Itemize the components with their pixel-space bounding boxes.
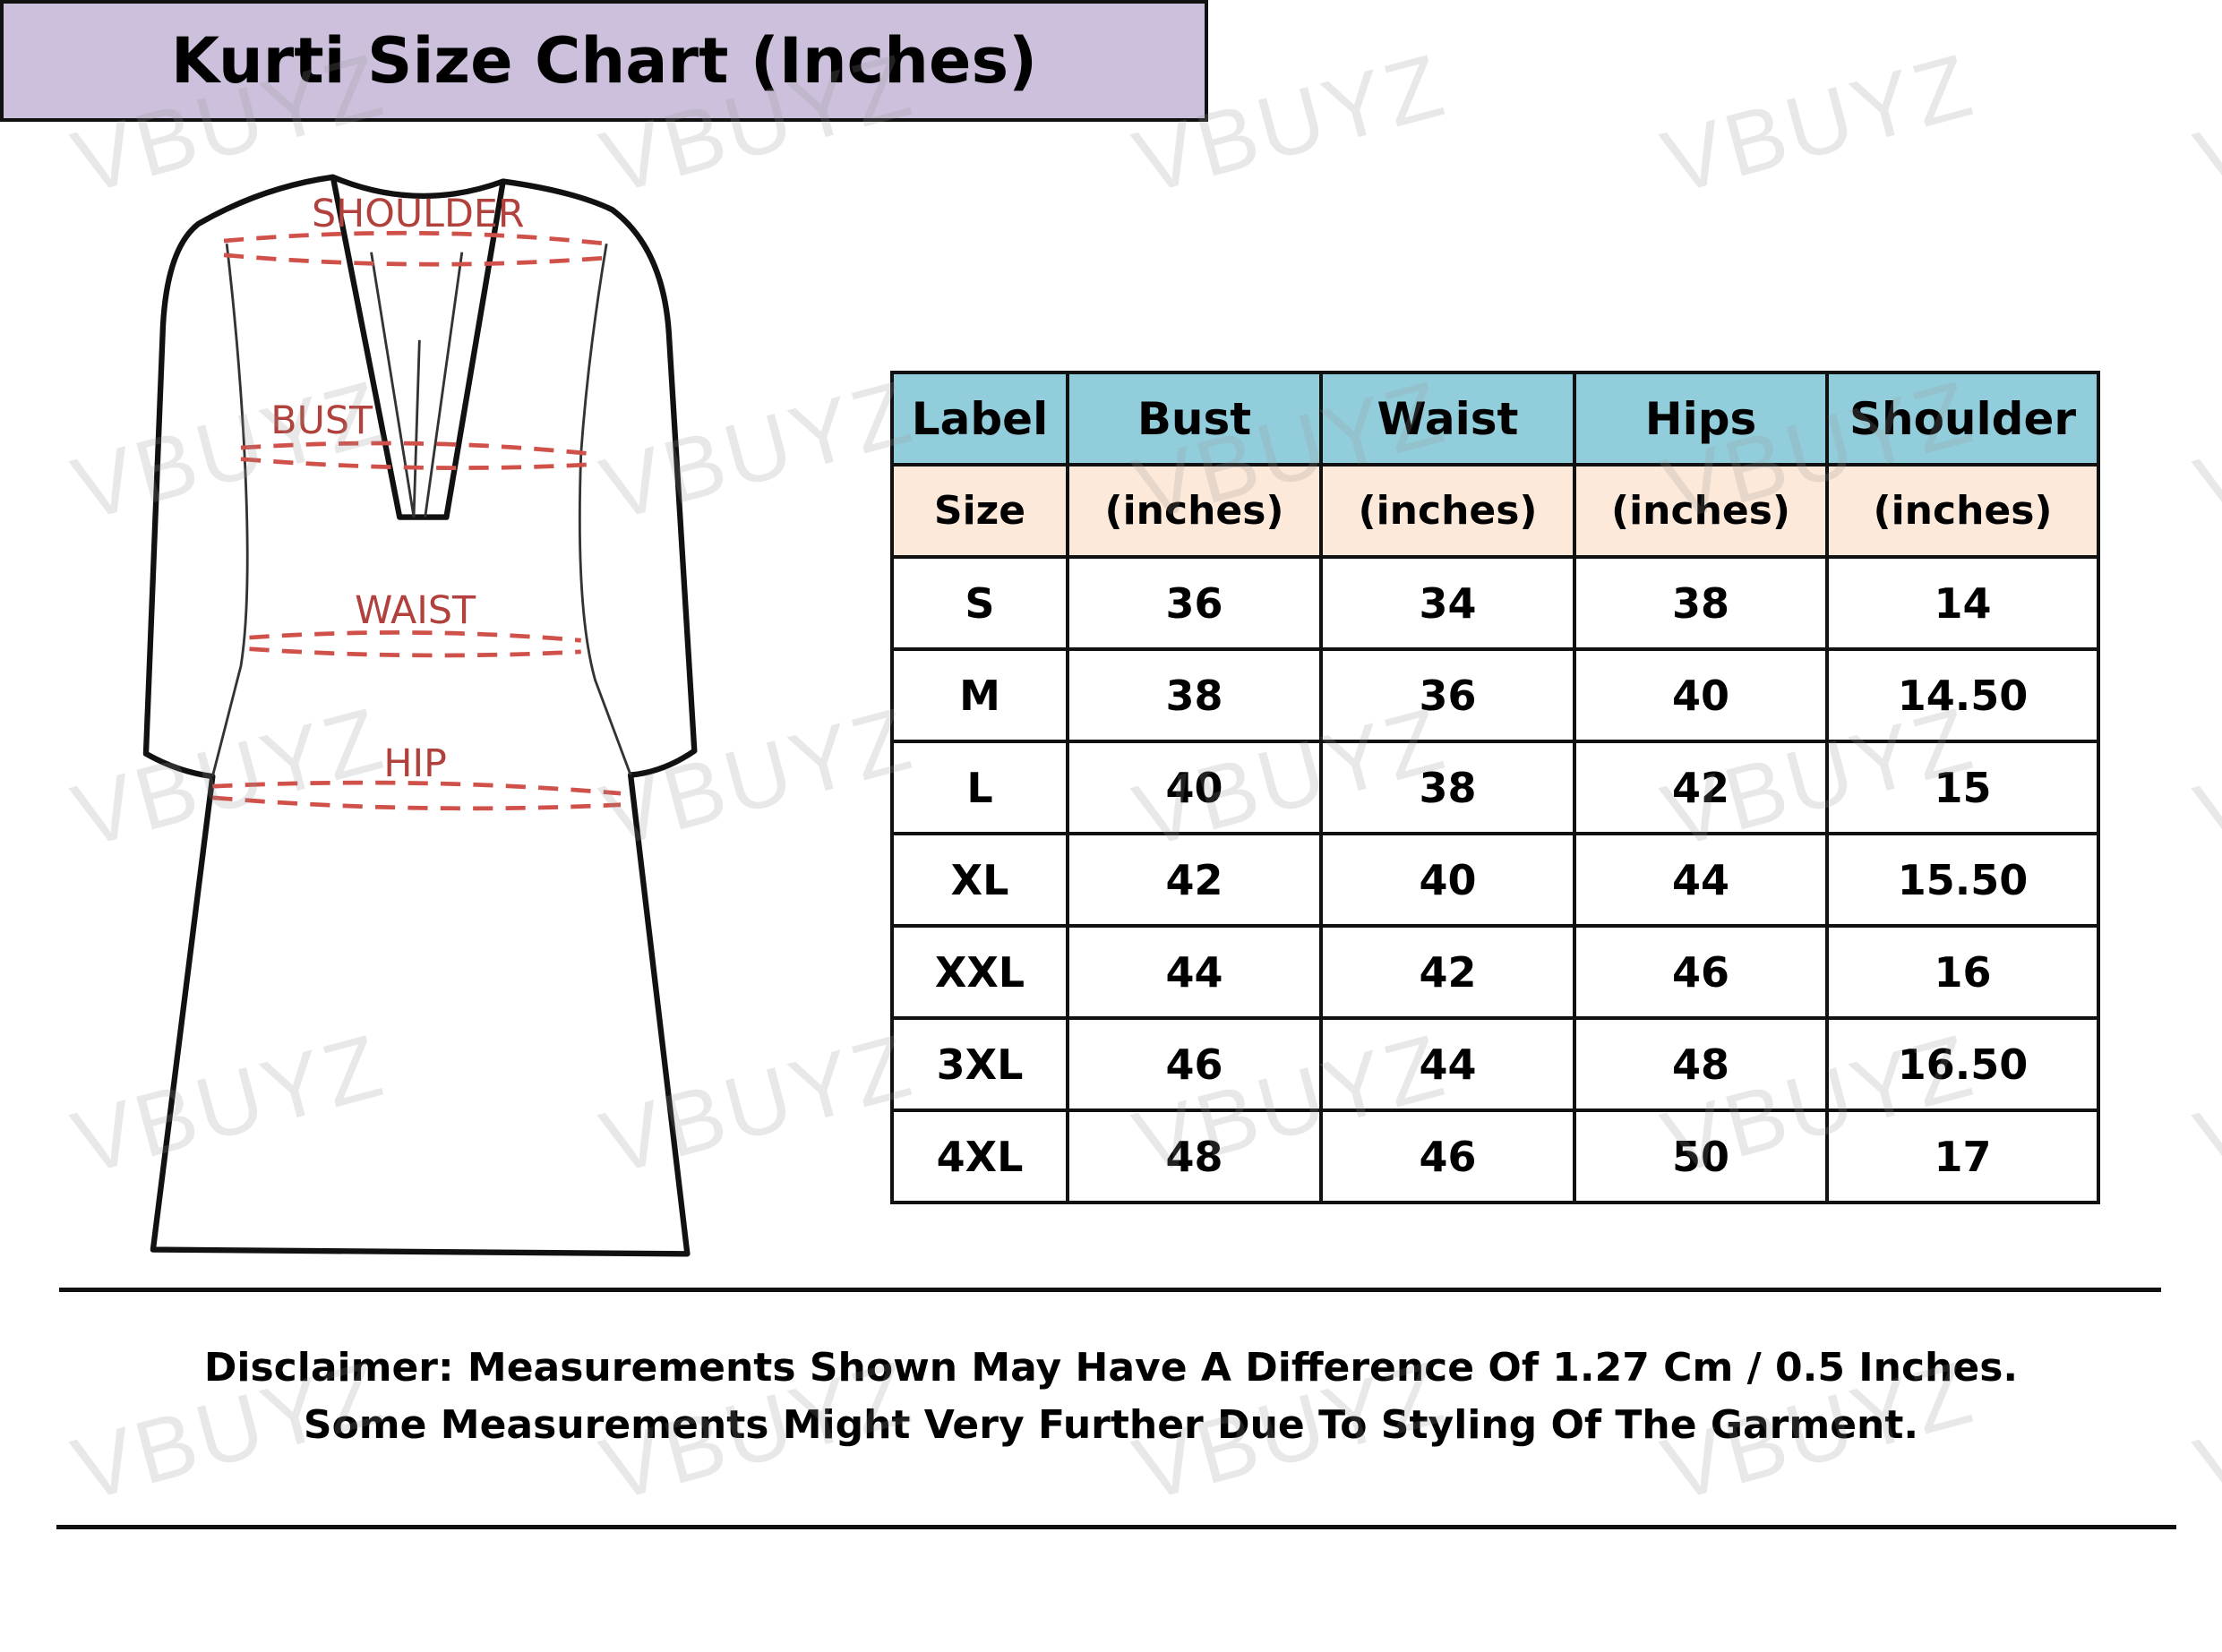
divider-bottom bbox=[56, 1525, 2176, 1529]
table-row: 4XL 48 46 50 17 bbox=[890, 1108, 2100, 1204]
table-header-row: Label Bust Waist Hips Shoulder bbox=[890, 371, 2100, 466]
table-cell: 46 bbox=[1573, 924, 1829, 1020]
table-cell: 44 bbox=[1066, 924, 1323, 1020]
column-header: Hips bbox=[1573, 371, 1829, 466]
column-unit: Size bbox=[890, 463, 1069, 559]
table-cell: 44 bbox=[1573, 832, 1829, 928]
column-unit: (inches) bbox=[1319, 463, 1576, 559]
table-cell: 36 bbox=[1066, 555, 1323, 651]
table-cell: 3XL bbox=[890, 1016, 1069, 1112]
column-unit: (inches) bbox=[1825, 463, 2100, 559]
table-cell: XXL bbox=[890, 924, 1069, 1020]
table-cell: 38 bbox=[1319, 740, 1576, 835]
table-cell: 14 bbox=[1825, 555, 2100, 651]
placket bbox=[330, 176, 506, 520]
table-row: L 40 38 42 15 bbox=[890, 740, 2100, 835]
table-cell: 48 bbox=[1573, 1016, 1829, 1112]
table-cell: 38 bbox=[1573, 555, 1829, 651]
table-cell: XL bbox=[890, 832, 1069, 928]
column-header: Waist bbox=[1319, 371, 1576, 466]
table-cell: 14.50 bbox=[1825, 647, 2100, 743]
table-cell: 4XL bbox=[890, 1108, 1069, 1204]
disclaimer-line-2: Some Measurements Might Very Further Due… bbox=[303, 1402, 1919, 1448]
table-cell: 42 bbox=[1319, 924, 1576, 1020]
divider-top bbox=[59, 1288, 2161, 1292]
table-row: 3XL 46 44 48 16.50 bbox=[890, 1016, 2100, 1112]
table-row: XL 42 40 44 15.50 bbox=[890, 832, 2100, 928]
table-cell: 48 bbox=[1066, 1108, 1323, 1204]
table-cell: 42 bbox=[1066, 832, 1323, 928]
waist-label: WAIST bbox=[355, 588, 476, 633]
table-cell: L bbox=[890, 740, 1069, 835]
column-header: Bust bbox=[1066, 371, 1323, 466]
table-cell: 40 bbox=[1066, 740, 1323, 835]
table-cell: 46 bbox=[1066, 1016, 1323, 1112]
bust-label: BUST bbox=[270, 398, 373, 443]
table-cell: 16 bbox=[1825, 924, 2100, 1020]
table-row: M 38 36 40 14.50 bbox=[890, 647, 2100, 743]
table-cell: 17 bbox=[1825, 1108, 2100, 1204]
table-cell: 40 bbox=[1319, 832, 1576, 928]
table-cell: 38 bbox=[1066, 647, 1323, 743]
column-header: Label bbox=[890, 371, 1069, 466]
shoulder-label: SHOULDER bbox=[312, 192, 525, 236]
table-row: S 36 34 38 14 bbox=[890, 555, 2100, 651]
hip-label: HIP bbox=[383, 741, 446, 786]
table-cell: M bbox=[890, 647, 1069, 743]
table-cell: 16.50 bbox=[1825, 1016, 2100, 1112]
column-unit: (inches) bbox=[1066, 463, 1323, 559]
page-title: Kurti Size Chart (Inches) bbox=[0, 0, 1208, 122]
table-cell: 50 bbox=[1573, 1108, 1829, 1204]
table-cell: S bbox=[890, 555, 1069, 651]
table-cell: 42 bbox=[1573, 740, 1829, 835]
table-cell: 40 bbox=[1573, 647, 1829, 743]
table-cell: 34 bbox=[1319, 555, 1576, 651]
table-cell: 15 bbox=[1825, 740, 2100, 835]
table-row: XXL 44 42 46 16 bbox=[890, 924, 2100, 1020]
table-cell: 44 bbox=[1319, 1016, 1576, 1112]
table-cell: 15.50 bbox=[1825, 832, 2100, 928]
column-header: Shoulder bbox=[1825, 371, 2100, 466]
table-subheader-row: Size (inches) (inches) (inches) (inches) bbox=[890, 463, 2100, 559]
table-cell: 46 bbox=[1319, 1108, 1576, 1204]
disclaimer-line-1: Disclaimer: Measurements Shown May Have … bbox=[203, 1345, 2019, 1391]
table-cell: 36 bbox=[1319, 647, 1576, 743]
size-chart-table: Label Bust Waist Hips Shoulder Size (inches)(… bbox=[890, 371, 2100, 1204]
column-unit: (inches) bbox=[1573, 463, 1829, 559]
